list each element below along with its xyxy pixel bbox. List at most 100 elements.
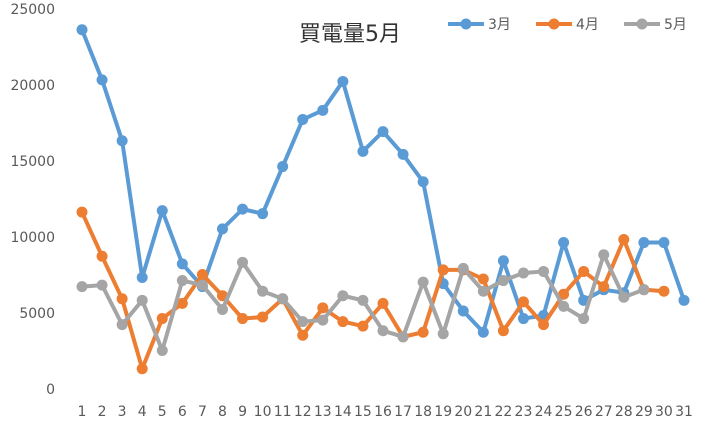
data-point	[96, 279, 108, 291]
legend-marker	[548, 18, 560, 30]
data-point	[497, 325, 509, 337]
data-point	[257, 208, 269, 220]
data-point	[237, 256, 249, 268]
x-tick-label: 20	[454, 404, 472, 420]
data-point	[558, 300, 570, 312]
data-point	[156, 344, 168, 356]
data-point	[357, 294, 369, 306]
data-point	[638, 237, 650, 249]
data-point	[176, 275, 188, 287]
data-point	[538, 265, 550, 277]
x-tick-label: 30	[655, 404, 673, 420]
data-point	[297, 113, 309, 125]
data-point	[538, 319, 550, 331]
data-point	[417, 326, 429, 338]
legend-label: 4月	[576, 17, 599, 33]
data-point	[216, 223, 228, 235]
legend-label: 3月	[488, 17, 511, 33]
data-point	[237, 313, 249, 325]
data-point	[658, 237, 670, 249]
y-tick-label: 0	[46, 382, 55, 398]
data-point	[196, 268, 208, 280]
y-tick-label: 10000	[10, 230, 55, 246]
x-tick-label: 7	[198, 404, 207, 420]
data-point	[437, 264, 449, 276]
data-point	[558, 288, 570, 300]
data-point	[237, 203, 249, 215]
x-tick-label: 23	[515, 404, 533, 420]
data-point	[397, 331, 409, 343]
data-point	[76, 24, 88, 36]
data-point	[357, 320, 369, 332]
data-point	[116, 293, 128, 305]
y-tick-label: 20000	[10, 78, 55, 94]
data-point	[578, 265, 590, 277]
data-point	[417, 176, 429, 188]
x-tick-label: 28	[615, 404, 633, 420]
data-point	[377, 126, 389, 138]
x-tick-label: 9	[238, 404, 247, 420]
data-point	[176, 297, 188, 309]
x-tick-label: 8	[218, 404, 227, 420]
x-tick-label: 26	[575, 404, 593, 420]
y-tick-label: 5000	[19, 306, 55, 322]
x-tick-label: 1	[78, 404, 87, 420]
data-point	[116, 135, 128, 147]
y-tick-label: 25000	[10, 2, 55, 18]
data-point	[317, 104, 329, 116]
data-point	[176, 258, 188, 270]
data-point	[497, 255, 509, 267]
x-tick-label: 4	[138, 404, 147, 420]
x-tick-label: 22	[494, 404, 512, 420]
data-point	[257, 285, 269, 297]
x-tick-label: 19	[434, 404, 452, 420]
data-point	[598, 249, 610, 261]
data-point	[377, 297, 389, 309]
data-point	[457, 262, 469, 274]
data-point	[618, 291, 630, 303]
chart-title: 買電量5月	[299, 22, 401, 47]
data-point	[437, 328, 449, 340]
data-point	[297, 316, 309, 328]
x-tick-label: 3	[118, 404, 127, 420]
data-point	[136, 294, 148, 306]
legend-label: 5月	[664, 17, 687, 33]
x-tick-label: 12	[294, 404, 312, 420]
data-point	[477, 285, 489, 297]
x-tick-label: 2	[98, 404, 107, 420]
data-point	[578, 294, 590, 306]
data-point	[76, 281, 88, 293]
data-point	[658, 285, 670, 297]
x-tick-label: 6	[178, 404, 187, 420]
data-point	[497, 275, 509, 287]
data-point	[678, 294, 690, 306]
x-tick-label: 18	[414, 404, 432, 420]
data-point	[558, 237, 570, 249]
data-point	[317, 302, 329, 314]
legend-marker	[636, 18, 648, 30]
x-tick-label: 21	[474, 404, 492, 420]
data-point	[517, 296, 529, 308]
data-point	[277, 161, 289, 173]
data-point	[517, 313, 529, 325]
x-tick-label: 15	[354, 404, 372, 420]
data-point	[277, 293, 289, 305]
data-point	[377, 325, 389, 337]
data-point	[357, 145, 369, 157]
x-tick-label: 27	[595, 404, 613, 420]
data-point	[297, 329, 309, 341]
data-point	[136, 272, 148, 284]
data-point	[96, 74, 108, 86]
data-point	[417, 276, 429, 288]
data-point	[337, 75, 349, 87]
x-tick-label: 29	[635, 404, 653, 420]
data-point	[257, 311, 269, 323]
data-point	[196, 279, 208, 291]
data-point	[397, 148, 409, 160]
x-tick-label: 5	[158, 404, 167, 420]
x-tick-label: 11	[274, 404, 292, 420]
x-tick-label: 14	[334, 404, 352, 420]
data-point	[638, 284, 650, 296]
x-tick-label: 31	[675, 404, 693, 420]
